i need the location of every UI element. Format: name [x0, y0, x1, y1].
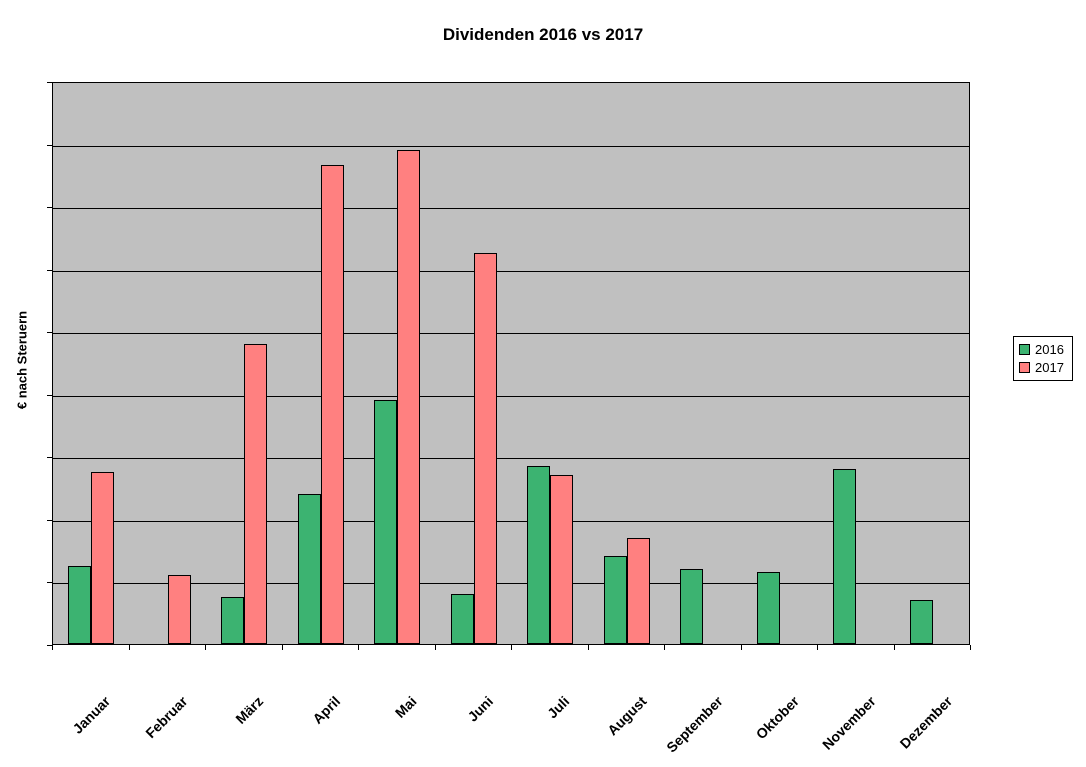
x-axis-tick	[817, 645, 818, 650]
x-axis-tick	[664, 645, 665, 650]
gridline	[53, 208, 969, 210]
bar-2016-mai	[374, 400, 398, 644]
x-axis-label-april: April	[309, 693, 344, 727]
bar-2016-april	[297, 494, 321, 644]
x-axis-label-februar: Februar	[141, 693, 191, 742]
x-axis-tick	[358, 645, 359, 650]
y-axis-tick	[47, 582, 52, 583]
bar-2016-november	[833, 469, 857, 644]
gridline	[53, 395, 969, 397]
bar-2017-juli	[550, 475, 574, 644]
y-axis-tick	[47, 82, 52, 83]
x-axis-tick	[282, 645, 283, 650]
gridline	[53, 520, 969, 522]
gridline	[53, 145, 969, 147]
y-axis-label: € nach Steruern	[14, 310, 30, 410]
x-axis-tick	[129, 645, 130, 650]
bar-2016-märz	[221, 597, 245, 644]
gridline	[53, 458, 969, 460]
legend-entry-2016: 2016	[1019, 342, 1064, 357]
bar-2016-juli	[527, 466, 551, 644]
y-axis-tick	[47, 145, 52, 146]
y-axis-tick	[47, 332, 52, 333]
x-axis-label-november: November	[818, 693, 879, 753]
x-axis-tick	[970, 645, 971, 650]
bar-2016-oktober	[756, 572, 780, 644]
gridline	[53, 270, 969, 272]
x-axis-label-mai: Mai	[391, 693, 420, 721]
bar-2016-juni	[450, 594, 474, 644]
legend-swatch-2016	[1019, 344, 1030, 355]
x-axis-tick	[894, 645, 895, 650]
bar-2017-februar	[167, 575, 191, 644]
legend-label: 2016	[1035, 342, 1064, 357]
bar-2017-juni	[473, 253, 497, 644]
x-axis-label-september: September	[663, 693, 726, 756]
gridline	[53, 333, 969, 335]
x-axis-tick	[435, 645, 436, 650]
bar-2017-mai	[397, 150, 421, 644]
y-axis-tick	[47, 457, 52, 458]
x-axis-tick	[205, 645, 206, 650]
y-axis-tick	[47, 270, 52, 271]
legend: 2016 2017	[1013, 336, 1073, 381]
x-axis-tick	[52, 645, 53, 650]
x-axis-tick	[588, 645, 589, 650]
bar-2016-dezember	[909, 600, 933, 644]
plot-area	[52, 82, 970, 645]
bar-2017-august	[626, 538, 650, 644]
chart-title: Dividenden 2016 vs 2017	[442, 25, 644, 44]
y-axis-tick	[47, 520, 52, 521]
x-axis-label-august: August	[603, 693, 650, 739]
legend-swatch-2017	[1019, 362, 1030, 373]
y-axis-tick	[47, 395, 52, 396]
bar-2016-august	[603, 556, 627, 644]
x-axis-label-märz: März	[232, 693, 267, 727]
bar-2017-april	[320, 165, 344, 644]
bar-2017-januar	[91, 472, 115, 644]
x-axis-label-januar: Januar	[69, 693, 114, 737]
y-axis-tick	[47, 207, 52, 208]
y-axis-tick	[47, 645, 52, 646]
x-axis-label-dezember: Dezember	[896, 693, 956, 752]
gridline	[53, 583, 969, 585]
x-axis-label-oktober: Oktober	[752, 693, 803, 743]
x-axis-label-juli: Juli	[544, 693, 573, 722]
bar-2016-januar	[68, 566, 92, 644]
bar-2016-september	[680, 569, 704, 644]
x-axis-tick	[511, 645, 512, 650]
x-axis-label-juni: Juni	[464, 693, 497, 725]
bar-2017-märz	[244, 344, 268, 644]
legend-label: 2017	[1035, 360, 1064, 375]
legend-entry-2017: 2017	[1019, 360, 1064, 375]
x-axis-tick	[741, 645, 742, 650]
